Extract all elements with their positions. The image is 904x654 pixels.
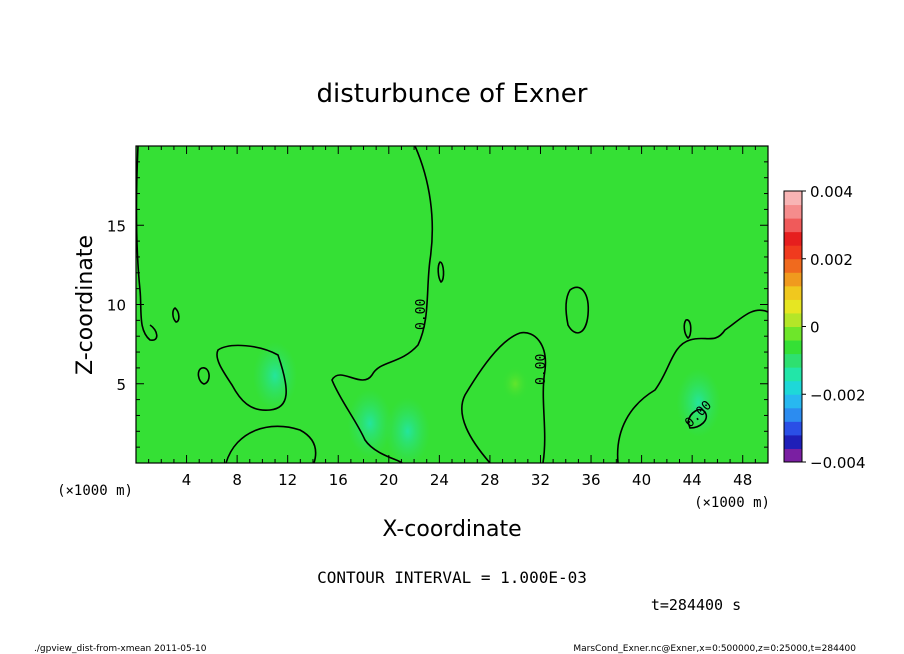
- colorbar-tick-label: −0.002: [810, 386, 866, 404]
- y-tick-label: 10: [107, 297, 126, 315]
- y-unit-label: (×1000 m): [57, 483, 133, 499]
- anomaly-region: [347, 389, 392, 458]
- contour-line: [225, 425, 317, 463]
- colorbar-swatch: [784, 204, 802, 219]
- colorbar-swatch: [784, 448, 802, 463]
- contour-label: 0.00: [414, 299, 429, 330]
- contour-line: [216, 344, 287, 411]
- contour-line: [461, 331, 547, 463]
- x-tick-label: 48: [733, 471, 752, 489]
- x-tick-label: 40: [632, 471, 651, 489]
- y-tick-label: 15: [107, 217, 126, 235]
- colorbar-swatch: [784, 421, 802, 436]
- contour-line: [687, 408, 708, 429]
- colorbar-swatch: [784, 245, 802, 260]
- plot-area: 0.00 0.00 0.00: [136, 146, 768, 463]
- x-tick-label: 24: [430, 471, 449, 489]
- x-tick-label: 8: [232, 471, 242, 489]
- anomaly-region: [253, 341, 298, 410]
- contour-interval-text: CONTOUR INTERVAL = 1.000E-03: [317, 568, 587, 587]
- y-axis: 5 10 15: [107, 161, 768, 448]
- x-tick-label: 16: [329, 471, 348, 489]
- x-unit-label: (×1000 m): [694, 495, 770, 511]
- contour-line: [616, 309, 768, 463]
- y-tick-label: 5: [116, 376, 126, 394]
- colorbar-swatch: [784, 258, 802, 273]
- colorbar-swatch: [784, 353, 802, 368]
- contour-line: [683, 319, 692, 339]
- colorbar-tick-label: 0.004: [810, 183, 853, 201]
- contour-line: [437, 261, 445, 284]
- colorbar-swatch: [784, 326, 802, 341]
- colorbar-swatch: [784, 340, 802, 355]
- x-tick-label: 32: [531, 471, 550, 489]
- colorbar-swatch: [784, 394, 802, 409]
- time-label: t=284400 s: [651, 596, 741, 614]
- x-axis: 4 8 12 16 20 24 28 32 36 40 44 48: [148, 146, 756, 489]
- anomaly-region: [385, 397, 430, 463]
- colorbar-tick-label: −0.004: [810, 454, 866, 472]
- x-tick-label: 28: [480, 471, 499, 489]
- colorbar-swatch: [784, 218, 802, 233]
- x-tick-label: 20: [379, 471, 398, 489]
- colorbar-swatch: [784, 191, 802, 206]
- footer-left: ./gpview_dist-from-xmean 2011-05-10: [34, 644, 207, 654]
- x-tick-label: 36: [581, 471, 600, 489]
- colorbar-swatch: [784, 434, 802, 449]
- contour-line: [565, 286, 590, 334]
- contour-label: 0.00: [534, 354, 549, 385]
- anomaly-region: [676, 368, 721, 437]
- colorbar-swatch: [784, 272, 802, 287]
- x-tick-label: 12: [278, 471, 297, 489]
- y-axis-title: Z-coordinate: [73, 235, 98, 375]
- anomaly-region: [501, 365, 530, 402]
- x-axis-title: X-coordinate: [382, 517, 521, 542]
- footer-right: MarsCond_Exner.nc@Exner,x=0:500000,z=0:2…: [573, 644, 856, 654]
- colorbar-swatch: [784, 299, 802, 314]
- field-background: [136, 146, 768, 463]
- colorbar-swatch: [784, 380, 802, 395]
- colorbar-swatch: [784, 367, 802, 382]
- x-tick-label: 44: [683, 471, 702, 489]
- contour-line: [197, 367, 210, 385]
- colorbar: 0.004 0.002 0 −0.002 −0.004: [783, 183, 866, 472]
- colorbar-swatch: [784, 285, 802, 300]
- colorbar-tick-label: 0.002: [810, 251, 853, 269]
- colorbar-swatch: [784, 312, 802, 327]
- colorbar-swatch: [784, 407, 802, 422]
- contour-line: [331, 146, 434, 463]
- colorbar-swatch: [784, 231, 802, 246]
- chart-title: disturbunce of Exner: [317, 79, 588, 109]
- x-tick-label: 4: [182, 471, 192, 489]
- contour-line: [172, 307, 180, 323]
- colorbar-tick-label: 0: [810, 319, 820, 337]
